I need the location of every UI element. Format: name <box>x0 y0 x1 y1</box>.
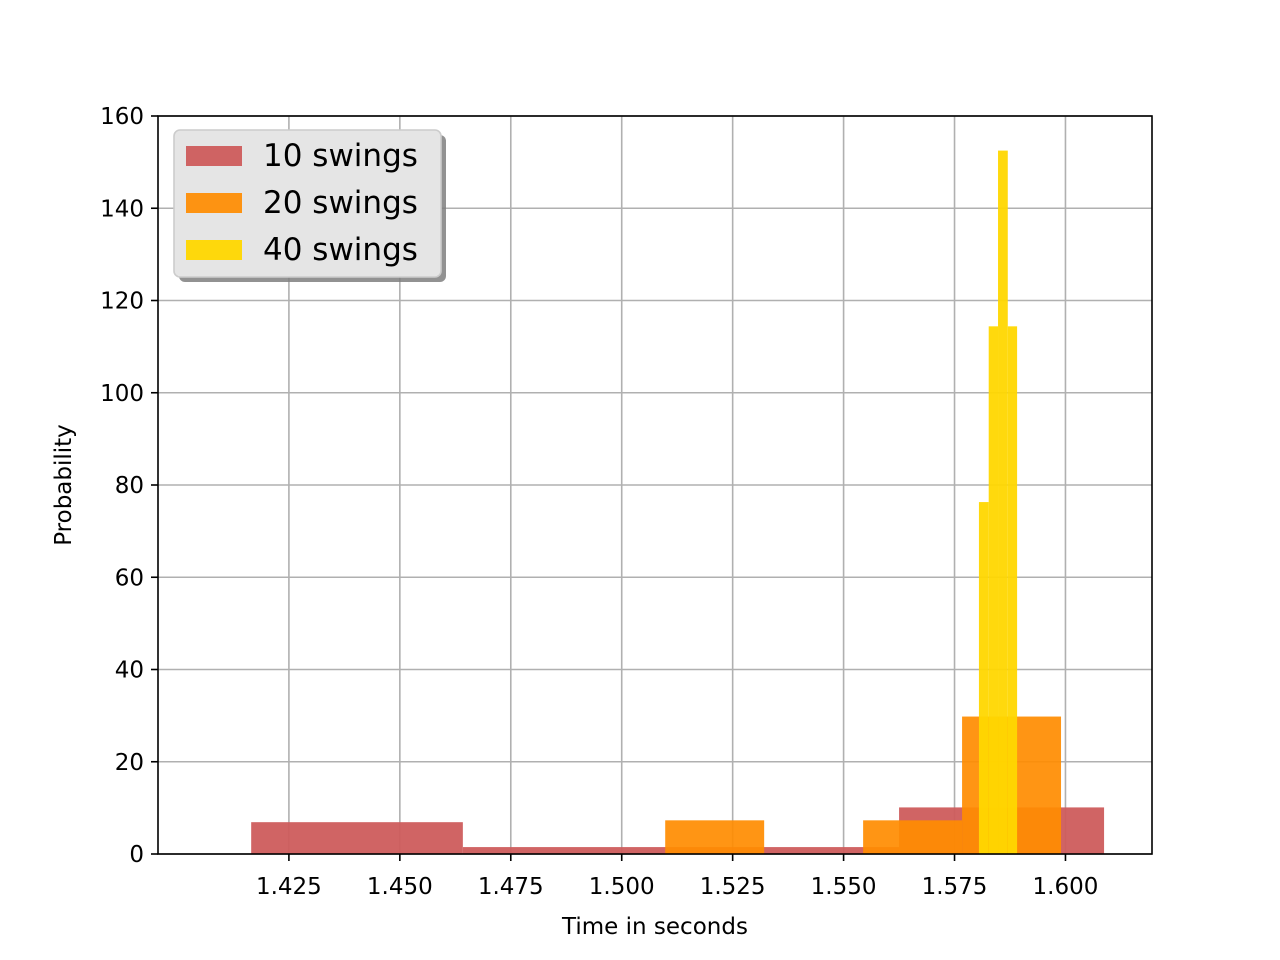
x-tick-label: 1.425 <box>256 874 322 900</box>
y-tick-label: 60 <box>115 565 144 591</box>
legend-swatch <box>186 193 242 213</box>
y-tick-label: 0 <box>129 842 144 868</box>
y-tick-label: 160 <box>100 104 144 130</box>
histogram-bar <box>863 820 963 854</box>
legend-label: 40 swings <box>263 232 418 268</box>
histogram-bar <box>998 150 1008 854</box>
histogram-bar <box>978 502 989 854</box>
legend-label: 20 swings <box>263 185 418 221</box>
legend-swatch <box>186 240 242 260</box>
legend: 10 swings 20 swings 40 swings <box>173 129 446 282</box>
y-tick-label: 20 <box>115 750 144 776</box>
histogram-bars <box>251 150 1105 855</box>
series-40-swings <box>978 150 1018 855</box>
histogram-bar <box>988 326 999 855</box>
x-tick-label: 1.500 <box>589 874 655 900</box>
histogram-bar <box>665 820 765 854</box>
x-tick-label: 1.600 <box>1033 874 1099 900</box>
histogram-bar <box>251 822 463 854</box>
histogram-bar <box>1007 326 1018 855</box>
legend-label: 10 swings <box>263 138 418 174</box>
y-tick-label: 40 <box>115 658 144 684</box>
y-tick-label: 80 <box>115 473 144 499</box>
x-tick-label: 1.575 <box>922 874 988 900</box>
x-tick-label: 1.525 <box>700 874 766 900</box>
x-tick-label: 1.450 <box>367 874 433 900</box>
y-tick-label: 140 <box>100 196 144 222</box>
x-tick-label: 1.550 <box>811 874 877 900</box>
axis-ticks: 1.425 1.450 1.475 1.500 1.525 1.550 1.575 1.600… <box>100 104 1098 900</box>
legend-swatch <box>186 146 242 166</box>
x-axis-label: Time in seconds <box>561 914 748 940</box>
x-tick-label: 1.475 <box>478 874 544 900</box>
y-axis-label: Probability <box>51 424 77 546</box>
y-tick-label: 100 <box>100 381 144 407</box>
y-tick-label: 120 <box>100 289 144 315</box>
